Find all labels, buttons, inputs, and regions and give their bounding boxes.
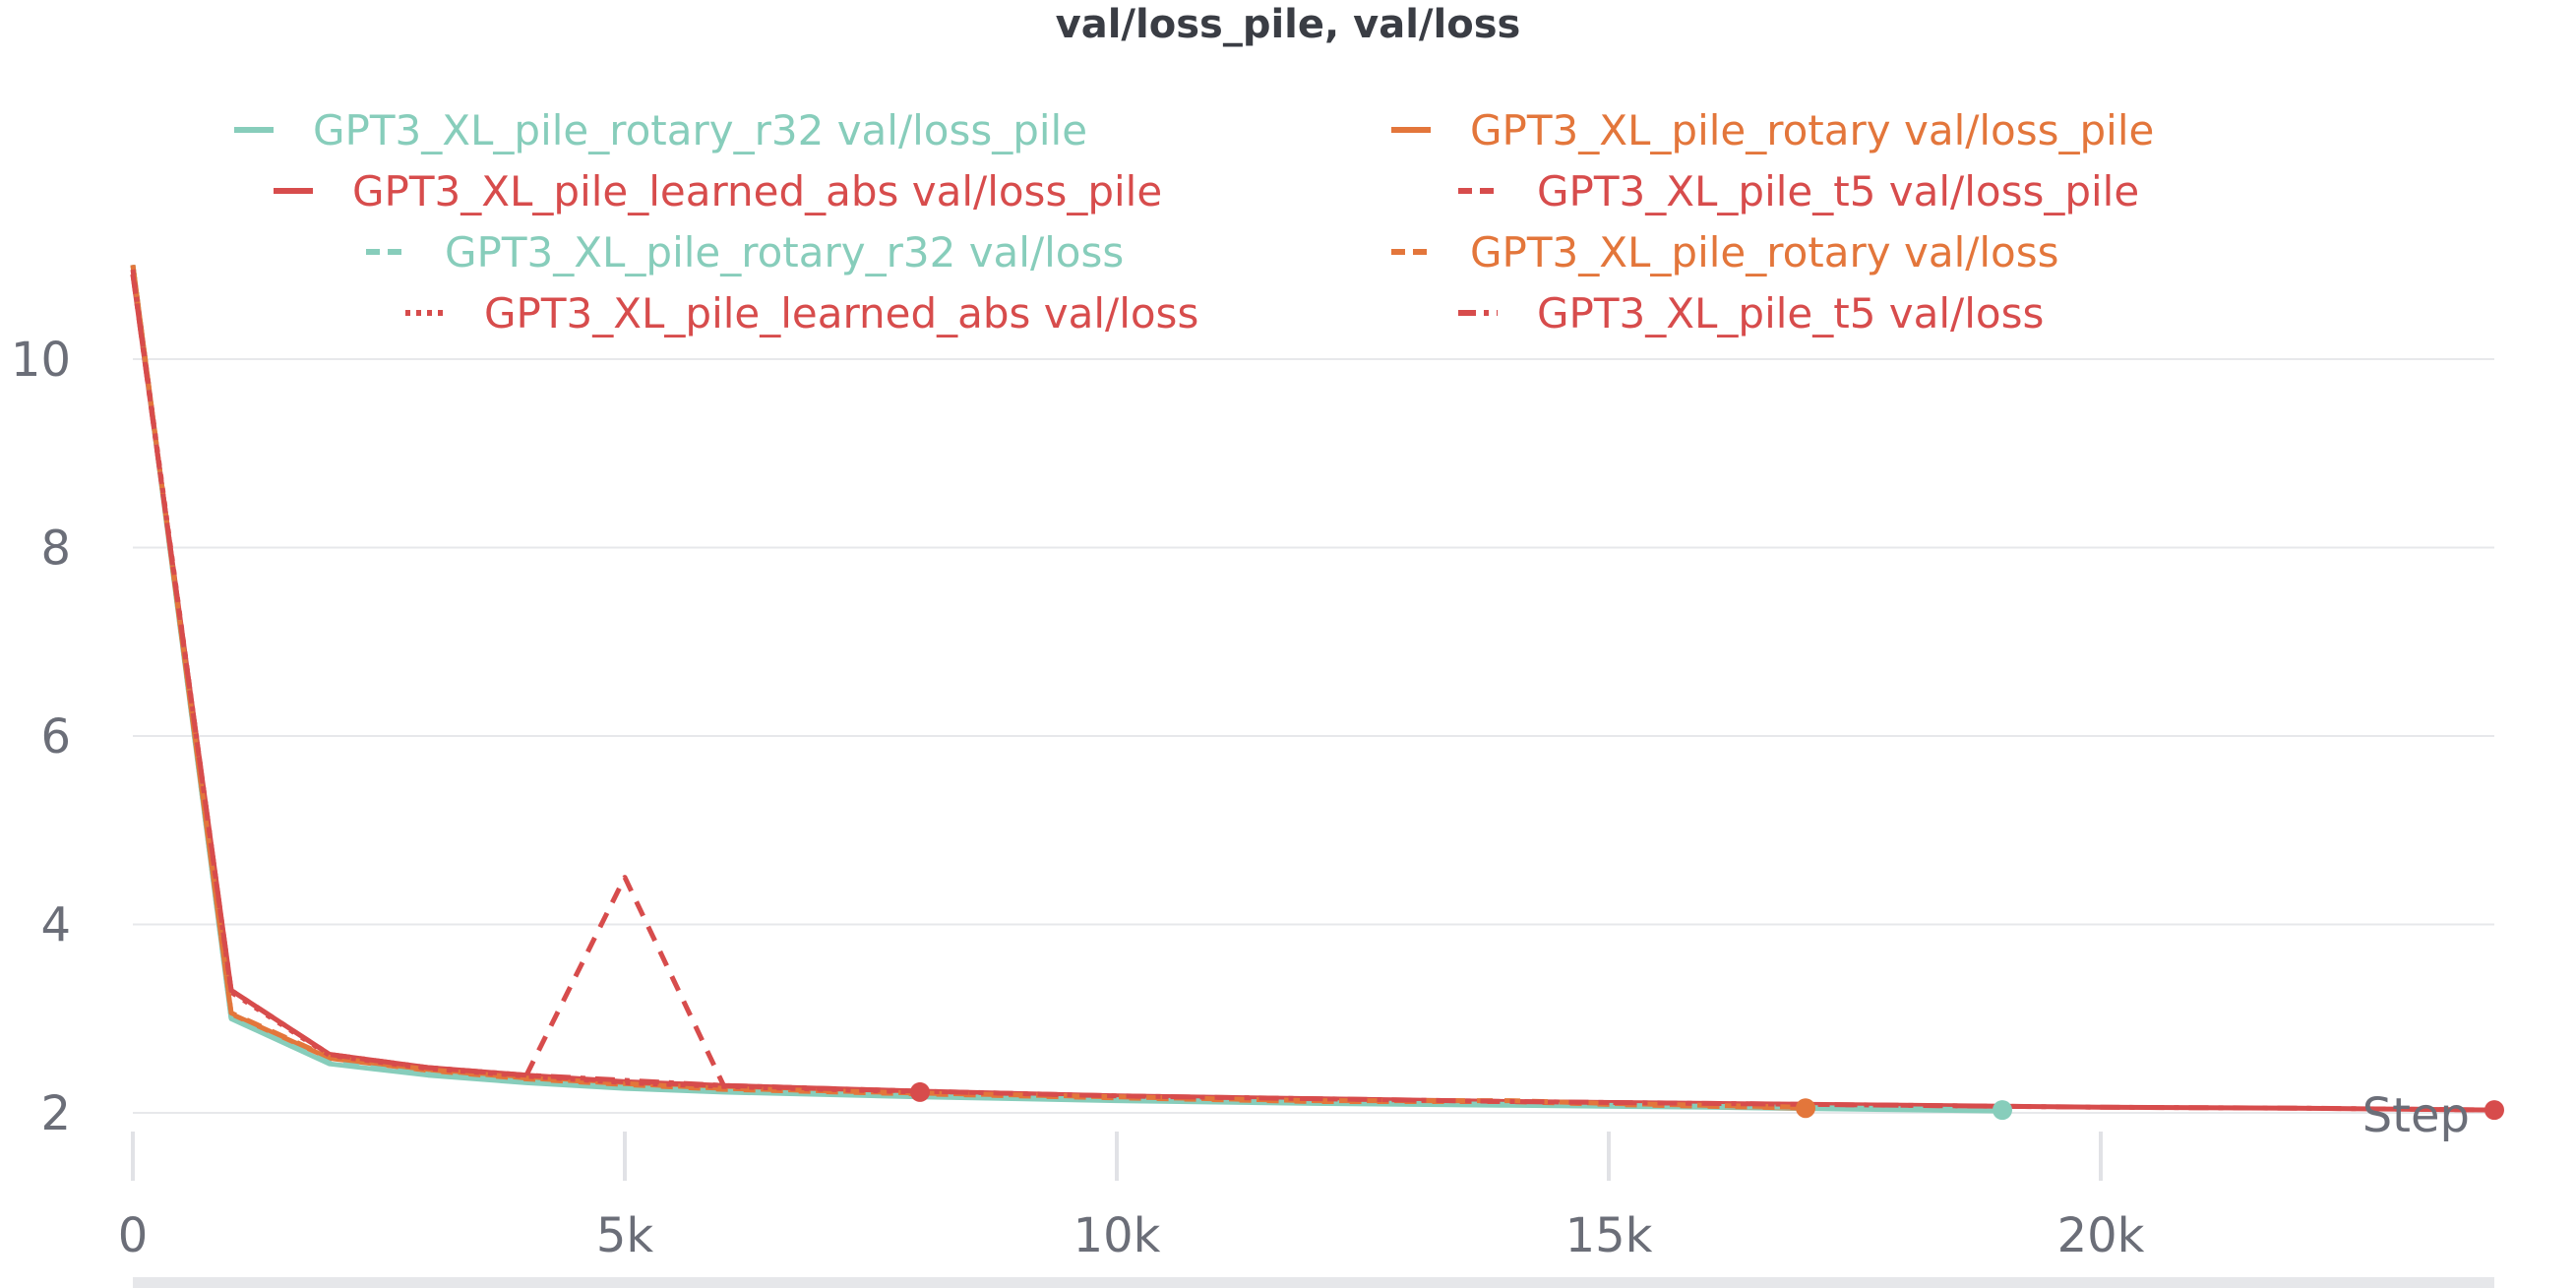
axes: 2 4 6 8 10 0 5k 10k 15k 20k	[11, 333, 2145, 1263]
series-line[interactable]	[130, 264, 1807, 1110]
x-axis-label: Step	[2362, 1088, 2470, 1143]
series-line[interactable]	[130, 274, 2495, 1113]
y-tick-label: 8	[40, 521, 71, 577]
series-line[interactable]	[523, 875, 726, 1086]
series-line[interactable]	[130, 264, 2003, 1113]
legend-entry-label[interactable]: GPT3_XL_pile_learned_abs val/loss_pile	[352, 167, 1162, 215]
series-end-marker[interactable]	[2484, 1100, 2504, 1121]
series-line[interactable]	[130, 274, 2495, 1113]
grid	[133, 358, 2494, 1114]
series-line[interactable]	[130, 264, 2003, 1114]
x-tick-label: 15k	[1565, 1208, 1653, 1263]
legend-entry-label[interactable]: GPT3_XL_pile_rotary_r32 val/loss_pile	[313, 106, 1087, 154]
series-end-marker[interactable]	[1993, 1100, 2012, 1121]
series-end-marker[interactable]	[910, 1081, 930, 1102]
x-tick-label: 5k	[596, 1208, 654, 1263]
end-markers	[910, 1081, 2504, 1121]
series-line[interactable]	[130, 269, 921, 1095]
y-tick-label: 2	[40, 1086, 71, 1141]
x-tick-label: 10k	[1073, 1208, 1161, 1263]
x-tick-label: 20k	[2057, 1208, 2145, 1263]
series-layer	[130, 264, 2495, 1114]
y-tick-label: 6	[40, 709, 71, 765]
chart-scrollbar[interactable]	[133, 1277, 2494, 1288]
legend-entry-label[interactable]: GPT3_XL_pile_t5 val/loss	[1537, 289, 2044, 337]
series-line[interactable]	[130, 264, 1807, 1111]
legend-entry-label[interactable]: GPT3_XL_pile_rotary val/loss	[1470, 228, 2059, 276]
legend: GPT3_XL_pile_rotary_r32 val/loss_pile GPT…	[234, 106, 2154, 337]
x-tick-label: 0	[118, 1208, 149, 1263]
chart-title: val/loss_pile, val/loss	[1056, 2, 1521, 47]
series-end-marker[interactable]	[1796, 1098, 1815, 1119]
legend-entry-label[interactable]: GPT3_XL_pile_learned_abs val/loss	[484, 289, 1198, 337]
legend-entry-label[interactable]: GPT3_XL_pile_rotary_r32 val/loss	[445, 228, 1124, 276]
legend-entry-label[interactable]: GPT3_XL_pile_rotary val/loss_pile	[1470, 106, 2154, 154]
y-tick-label: 4	[40, 898, 71, 953]
legend-entry-label[interactable]: GPT3_XL_pile_t5 val/loss_pile	[1537, 167, 2139, 215]
y-tick-label: 10	[11, 333, 71, 388]
